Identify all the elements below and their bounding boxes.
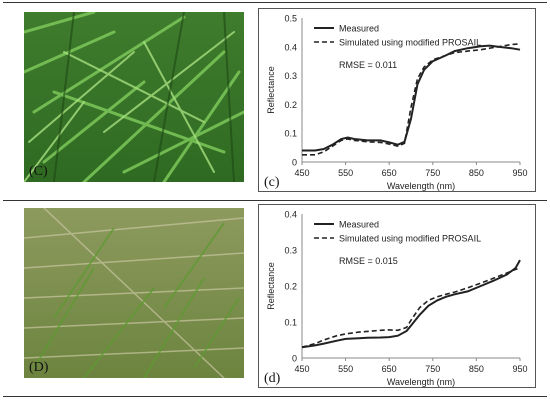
y-tick-label: 0.1: [284, 318, 297, 328]
x-tick-label: 750: [425, 168, 440, 178]
rmse-annotation: RMSE = 0.011: [339, 60, 397, 70]
y-tick-label: 0.2: [284, 282, 297, 292]
x-tick-label: 850: [469, 168, 484, 178]
y-tick-label: 0.1: [284, 129, 297, 139]
series-line-simulated: [302, 43, 521, 156]
chart-d-svg: 0 0.1 0.2 0.3 0.4 450 550 650 750 850 950 Wavelengt…: [258, 204, 536, 388]
y-tick-label: 0.3: [284, 71, 297, 81]
y-tick-label: 0.2: [284, 100, 297, 110]
series-line-measured: [301, 259, 521, 349]
x-tick-label: 450: [294, 364, 309, 374]
x-tick-label: 650: [382, 364, 397, 374]
y-axis-label: Reflectance: [266, 262, 276, 310]
chart-c: 0 0.1 0.2 0.3 0.4 0.5 450 550 650 750 850 950 Wavele…: [258, 8, 536, 192]
legend-label-measured: Measured: [339, 220, 379, 230]
y-tick-label: 0: [292, 158, 297, 168]
x-tick-label: 450: [294, 168, 309, 178]
y-tick-label: 0.4: [284, 210, 297, 220]
legend-label-simulated: Simulated using modified PROSAIL: [339, 234, 481, 244]
bottom-rule: [3, 396, 547, 397]
y-tick-label: 0: [292, 354, 297, 364]
y-tick-label: 0.5: [284, 14, 297, 24]
x-tick-label: 550: [338, 168, 353, 178]
panel-label: (d): [264, 371, 281, 386]
y-tick-label: 0.4: [284, 42, 297, 52]
chart-border: [258, 8, 536, 192]
rmse-annotation: RMSE = 0.015: [339, 256, 398, 266]
x-tick-label: 650: [382, 168, 397, 178]
x-axis-label: Wavelength (nm): [387, 181, 455, 191]
series-line-measured: [302, 44, 521, 152]
x-tick-label: 950: [512, 364, 527, 374]
series-line-simulated: [301, 267, 521, 348]
grass-image-dry: [24, 208, 244, 378]
photo-c-label: (C): [29, 164, 48, 179]
x-tick-label: 550: [338, 364, 353, 374]
photo-d: (D): [24, 208, 244, 378]
y-axis-label: Reflectance: [266, 66, 276, 114]
x-axis-label: Wavelength (nm): [387, 377, 455, 387]
photo-c: (C): [24, 12, 244, 182]
grass-image-green: [24, 12, 244, 182]
legend-label-measured: Measured: [339, 24, 379, 34]
top-rule: [3, 2, 547, 3]
legend-label-simulated: Simulated using modified PROSAIL: [339, 38, 481, 48]
x-tick-label: 750: [425, 364, 440, 374]
middle-rule: [3, 200, 547, 201]
chart-c-svg: 0 0.1 0.2 0.3 0.4 0.5 450 550 650 750 850 950 Wavele…: [258, 8, 536, 192]
panel-label: (c): [264, 175, 280, 190]
chart-d: 0 0.1 0.2 0.3 0.4 450 550 650 750 850 950 Wavelengt…: [258, 204, 536, 388]
x-tick-label: 850: [469, 364, 484, 374]
chart-border: [258, 204, 536, 388]
photo-d-label: (D): [29, 360, 49, 375]
y-tick-label: 0.3: [284, 246, 297, 256]
x-tick-label: 950: [512, 168, 527, 178]
